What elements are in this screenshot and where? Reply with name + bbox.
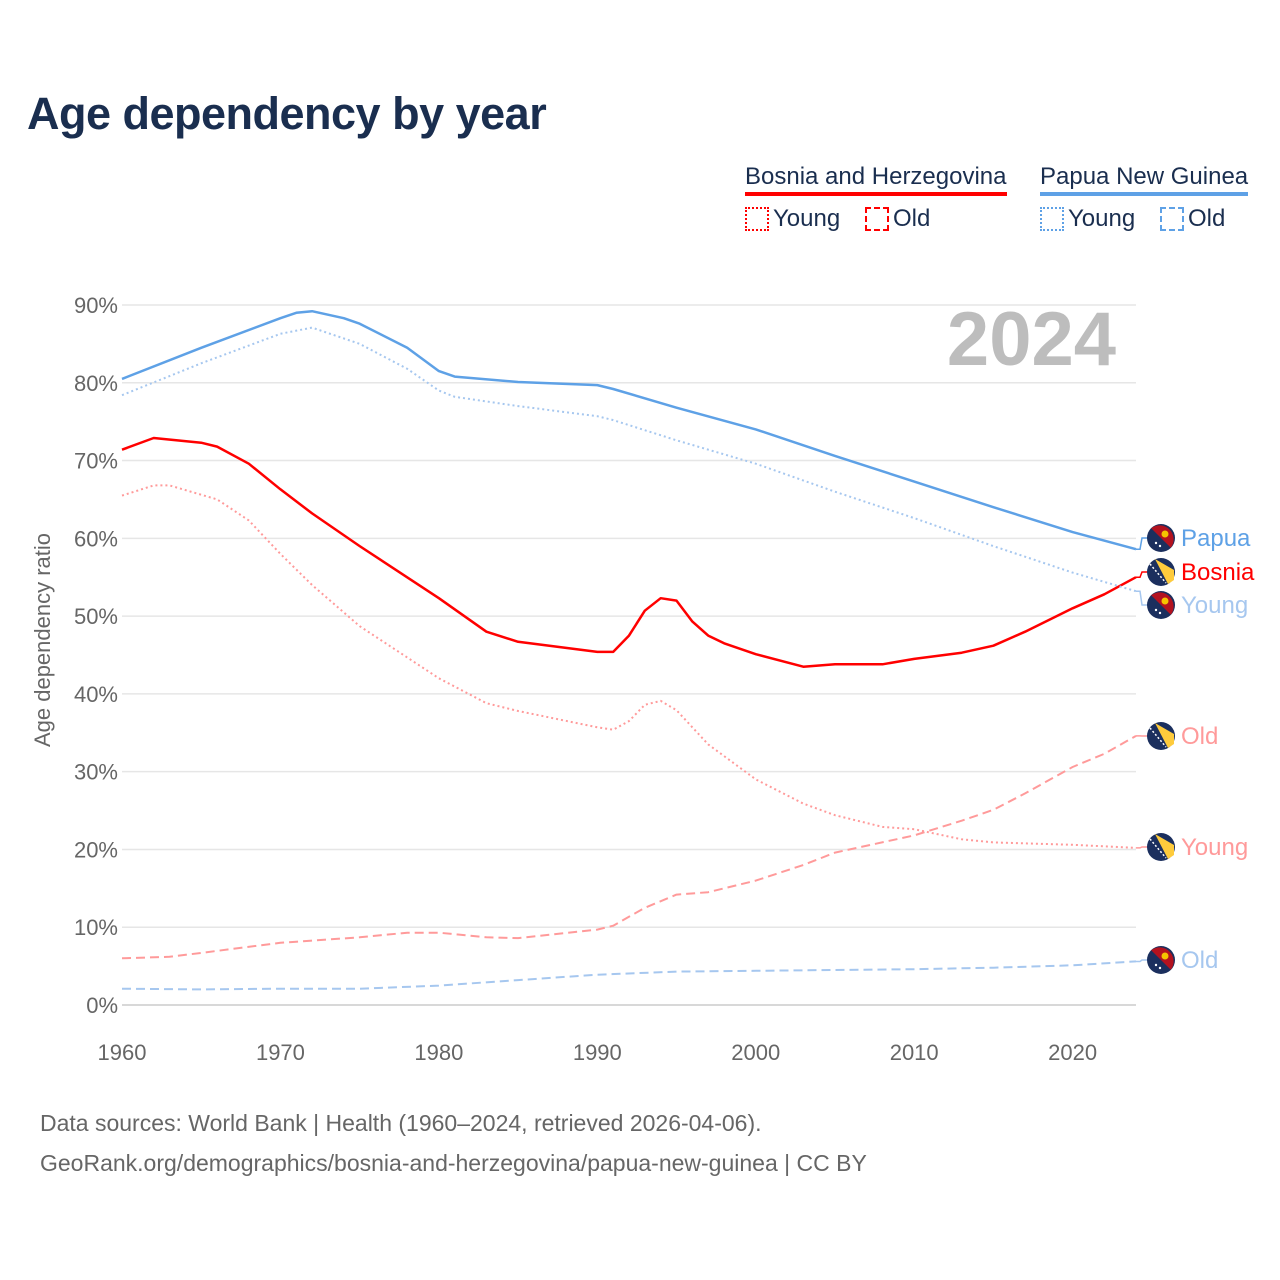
x-tick-label: 2020 bbox=[1048, 1040, 1097, 1065]
legend-label: Old bbox=[893, 205, 931, 232]
png-flag-red-half bbox=[1151, 592, 1174, 615]
x-tick-label: 1990 bbox=[573, 1040, 622, 1065]
x-tick-label: 1980 bbox=[414, 1040, 463, 1065]
source-url[interactable]: GeoRank.org/demographics/bosnia-and-herz… bbox=[40, 1150, 867, 1176]
legend-label: Young bbox=[1068, 205, 1136, 232]
png-flag-star bbox=[1158, 544, 1162, 548]
bosnia-flag-triangle bbox=[1155, 559, 1174, 584]
legend-papua-young[interactable]: Young bbox=[1040, 205, 1135, 233]
png-flag-star bbox=[1154, 608, 1158, 612]
series-end-label: Bosnia bbox=[1181, 559, 1255, 586]
legend-papua-old[interactable]: Old bbox=[1160, 205, 1225, 233]
source-note: Data sources: World Bank | Health (1960–… bbox=[40, 1110, 762, 1136]
legend-label: Old bbox=[1188, 205, 1226, 232]
y-tick-label: 70% bbox=[74, 449, 118, 474]
png-flag-bird bbox=[1161, 952, 1169, 960]
x-tick-label: 2010 bbox=[890, 1040, 939, 1065]
current-year-label: 2024 bbox=[946, 297, 1116, 382]
y-tick-label: 20% bbox=[74, 837, 118, 862]
x-tick-label: 2000 bbox=[731, 1040, 780, 1065]
bosnia-flag-stars bbox=[1149, 727, 1167, 748]
png-flag-bird bbox=[1161, 530, 1169, 538]
series-end-label: Young bbox=[1181, 592, 1248, 619]
series-line bbox=[121, 484, 1137, 849]
series-line bbox=[121, 960, 1137, 991]
png-flag-star bbox=[1158, 611, 1162, 615]
series-end-label: Papua bbox=[1181, 525, 1251, 552]
y-tick-label: 30% bbox=[74, 760, 118, 785]
png-flag-star bbox=[1158, 966, 1162, 970]
y-tick-label: 50% bbox=[74, 604, 118, 629]
chart-title: Age dependency by year bbox=[27, 88, 547, 139]
png-flag-red-half bbox=[1151, 947, 1174, 970]
bosnia-flag-stars bbox=[1149, 838, 1167, 859]
png-flag-red-half bbox=[1151, 525, 1174, 548]
y-tick-label: 90% bbox=[74, 293, 118, 318]
dotted-swatch-icon bbox=[1040, 207, 1064, 231]
y-tick-label: 40% bbox=[74, 682, 118, 707]
label-connector bbox=[1136, 590, 1148, 606]
series-line bbox=[121, 436, 1137, 668]
y-tick-label: 80% bbox=[74, 371, 118, 396]
legend-papua[interactable]: Papua New Guinea bbox=[1040, 163, 1249, 196]
series-line bbox=[121, 309, 1137, 551]
bosnia-flag-triangle bbox=[1155, 723, 1174, 748]
series-end-label: Young bbox=[1181, 834, 1248, 861]
legend-bosnia-young[interactable]: Young bbox=[745, 205, 840, 233]
y-tick-label: 60% bbox=[74, 526, 118, 551]
series-end-label: Old bbox=[1181, 947, 1218, 974]
y-tick-label: 0% bbox=[86, 993, 118, 1018]
y-tick-label: 10% bbox=[74, 915, 118, 940]
dashed-swatch-icon bbox=[865, 207, 889, 231]
legend-bosnia[interactable]: Bosnia and Herzegovina bbox=[745, 163, 1007, 196]
x-tick-label: 1970 bbox=[256, 1040, 305, 1065]
dashed-swatch-icon bbox=[1160, 207, 1184, 231]
legend-label: Young bbox=[773, 205, 841, 232]
series-line bbox=[121, 326, 1137, 593]
png-flag-bird bbox=[1161, 597, 1169, 605]
y-axis-label: Age dependency ratio bbox=[30, 533, 55, 747]
png-flag-star bbox=[1154, 963, 1158, 967]
label-connector bbox=[1136, 846, 1148, 849]
series-end-label: Old bbox=[1181, 723, 1218, 750]
x-tick-label: 1960 bbox=[98, 1040, 147, 1065]
bosnia-flag-triangle bbox=[1155, 834, 1174, 859]
png-flag-star bbox=[1154, 541, 1158, 545]
label-connector bbox=[1136, 959, 1148, 963]
label-connector bbox=[1136, 571, 1148, 578]
dotted-swatch-icon bbox=[745, 207, 769, 231]
legend-bosnia-old[interactable]: Old bbox=[865, 205, 930, 233]
series-line bbox=[121, 735, 1137, 960]
label-connector bbox=[1136, 537, 1148, 550]
bosnia-flag-stars bbox=[1149, 563, 1167, 584]
